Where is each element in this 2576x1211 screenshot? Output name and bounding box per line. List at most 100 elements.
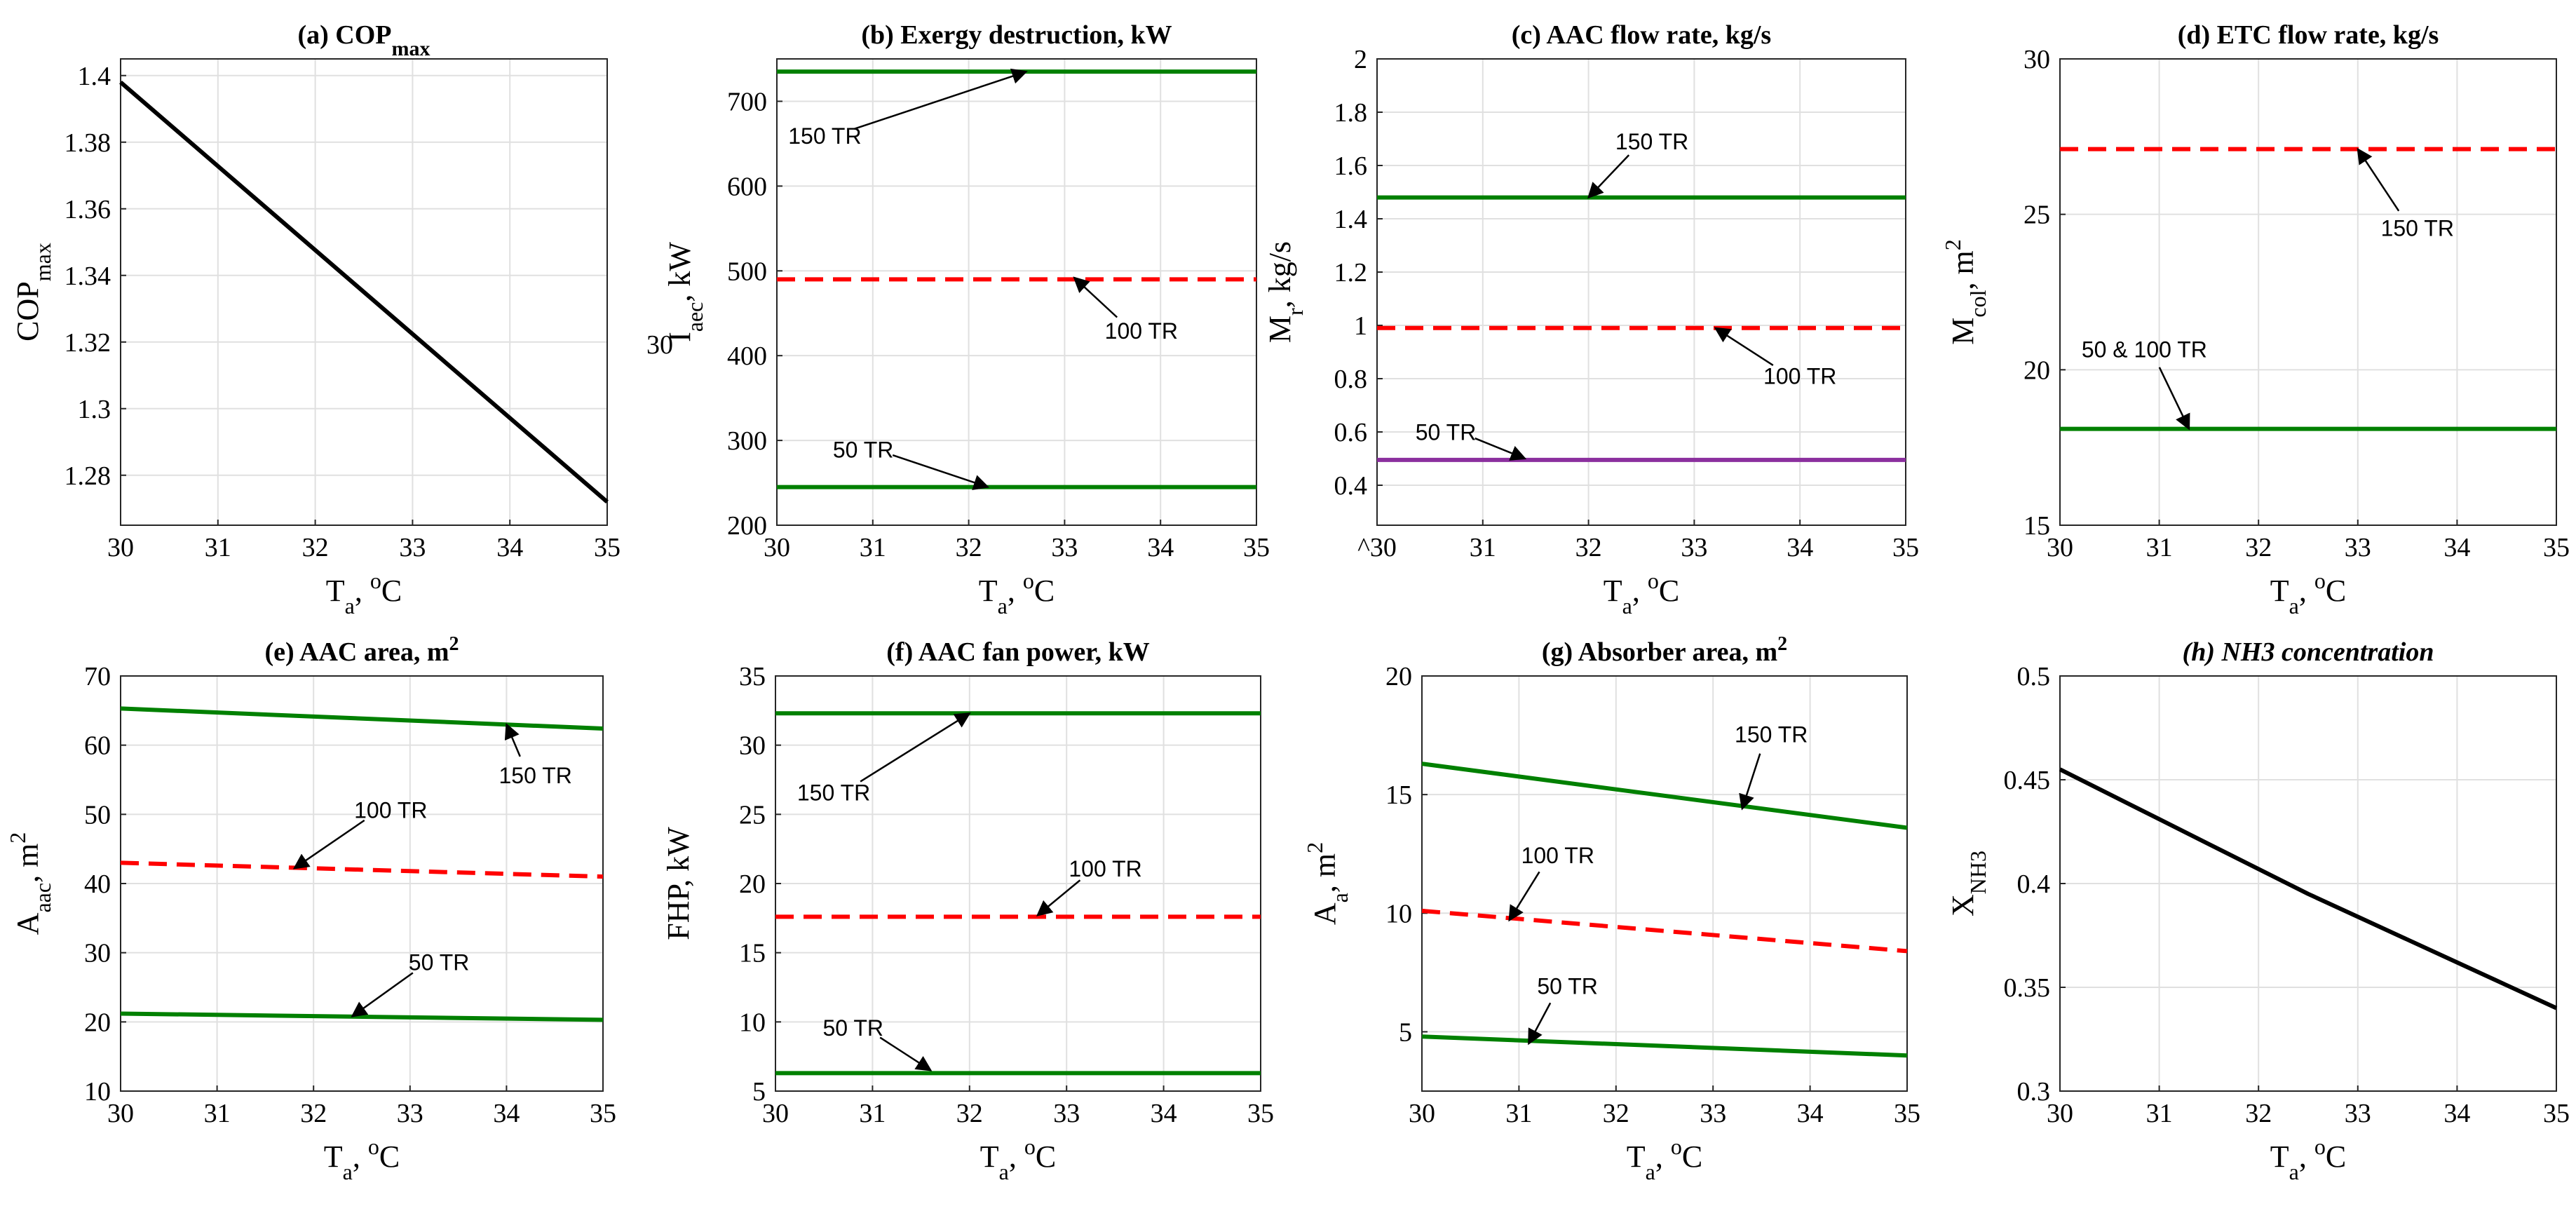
x-tick-label: 33 [399,533,426,562]
chart-panel-c: ^30 31 32 33 34 35 0.4 0.6 0.8 1 1.2 1.4 1.6 1.8 2 (c) … [1263,20,1919,618]
annotation-arrow [1073,276,1118,318]
y-tick-label: 10 [84,1077,111,1107]
annotation-arrow [860,712,971,783]
y-tick-label: 10 [1385,899,1412,928]
plot-frame [1376,58,1906,526]
x-tick-label: 34 [2443,533,2470,562]
x-tick-label: 34 [1787,533,1813,562]
chart-panel-a: 30 31 32 33 34 35 1.28 1.3 1.32 1.34 1.36 1.38 1.4 (a… [11,20,621,618]
y-tick-label: 1.8 [1334,98,1368,128]
y-tick-label: 20 [84,1008,111,1037]
series-line-100-tr [120,860,604,879]
x-tick-label: 32 [302,533,329,562]
y-tick-label: 5 [752,1077,766,1107]
chart-panel-g: 30 31 32 33 34 35 5 10 15 20 (g) Absorber area, m2… [1302,633,1920,1185]
x-tick-label: 32 [2245,1099,2272,1128]
y-tick-label: 60 [84,731,111,761]
y-axis-label: Mr, kg/s [1263,241,1308,343]
x-axis-label: Ta, oC [980,1134,1056,1184]
y-tick-label: 20 [2023,356,2050,385]
y-axis-label: Mcol, m2 [1940,239,1991,344]
y-tick-label: 20 [739,870,766,899]
series-line-50-tr [120,1011,604,1022]
plot-frame [776,58,1257,526]
x-axis-label: Ta, oC [326,568,402,618]
y-tick-label: 35 [739,662,766,691]
annotation-label: 150 TR [1735,722,1808,747]
y-tick-label: 0.4 [1334,471,1368,501]
x-tick-label: 30 [2047,533,2073,562]
y-axis-label: FHP, kW [661,827,696,940]
x-tick-label: 35 [590,1099,616,1128]
y-axis-label: Aa, m2 [1302,842,1353,925]
y-tick-label: 700 [727,87,767,116]
chart-panel-e: 30 31 32 33 34 35 10 20 30 40 50 60 70 (e) AAC area, … [5,633,616,1185]
y-tick-label: 1.32 [65,328,111,358]
y-tick-label: 0.6 [1334,418,1368,447]
y-tick-label: 2 [1354,45,1367,74]
y-tick-label: 30 [2023,45,2050,74]
x-tick-label: 33 [397,1099,423,1128]
annotation-label: 50 TR [833,437,894,462]
x-tick-label: 30 [762,1099,789,1128]
y-tick-label: 0.4 [2017,870,2051,899]
annotation-arrow [1528,1002,1552,1046]
annotation-arrow [2357,147,2400,212]
annotation-label: 50 TR [409,949,470,975]
annotation-arrow [853,68,1028,130]
y-tick-label: 400 [727,341,767,371]
x-tick-label: 32 [956,533,982,562]
y-tick-label: 20 [1385,662,1412,691]
y-tick-label: 1.6 [1334,151,1368,181]
x-tick-label: 31 [2146,1099,2173,1128]
chart-title: (f) AAC fan power, kW [886,637,1149,667]
y-tick-label: 0.8 [1334,365,1368,394]
y-tick-label: 1.36 [65,195,111,224]
y-tick-label: 10 [739,1008,766,1037]
annotation-arrow [1475,437,1527,461]
annotation-arrow [1587,154,1630,199]
annotation-label: 100 TR [1521,843,1594,868]
x-tick-label: 31 [204,1099,231,1128]
chart-title: (b) Exergy destruction, kW [861,20,1172,50]
y-axis-label: Aaac, m2 [5,832,55,935]
series-line-150-tr [120,706,604,731]
x-axis-label: Ta, oC [1627,1134,1702,1184]
y-tick-label: 1.4 [1334,205,1368,234]
plot-frame [120,58,608,526]
x-tick-label: 31 [1505,1099,1532,1128]
annotation-arrow [1036,879,1081,916]
chart-panel-h: 30 31 32 33 34 35 0.3 0.35 0.4 0.45 0.5 (h) NH3 con… [1946,637,2570,1184]
annotation-label: 50 TR [1537,973,1598,999]
y-tick-label: 1.4 [78,62,111,91]
x-tick-label: 30 [107,1099,134,1128]
x-tick-label: 34 [1147,533,1174,562]
x-tick-label: 30 [2047,1099,2073,1128]
chart-panel-d: 30 31 32 33 34 35 15 20 25 30 (d) ETC flow rate, k… [1940,20,2570,618]
annotation-arrow [1739,753,1761,811]
x-tick-label: 35 [1243,533,1270,562]
annotation-label: 100 TR [1763,364,1836,389]
y-tick-label: 200 [727,511,767,541]
chart-title: (c) AAC flow rate, kg/s [1512,20,1771,50]
x-tick-label: 34 [2443,1099,2470,1128]
x-tick-label: 35 [2543,1099,2570,1128]
series-line-copmax [119,80,609,504]
chart-title: (d) ETC flow rate, kg/s [2178,20,2439,50]
y-tick-label: 1.28 [65,461,111,491]
y-axis-label: XNH3 [1946,851,1991,916]
chart-title: (a) COPmax [297,20,430,60]
y-tick-label: 5 [1399,1017,1412,1047]
y-tick-label: 30 [84,939,111,968]
x-tick-label: 31 [859,1099,886,1128]
annotation-arrow [879,1036,933,1071]
x-tick-label: 30 [107,533,134,562]
x-axis-label: Ta, oC [979,568,1055,618]
series-line-xnh3 [2059,767,2558,1010]
annotation-label: 50 TR [822,1015,883,1041]
y-tick-label: 25 [739,800,766,830]
series-line-100-tr [1421,908,1908,954]
annotation-arrow [2158,367,2190,431]
annotation-label: 50 & 100 TR [2082,337,2207,363]
y-tick-label: 0.3 [2017,1077,2051,1107]
